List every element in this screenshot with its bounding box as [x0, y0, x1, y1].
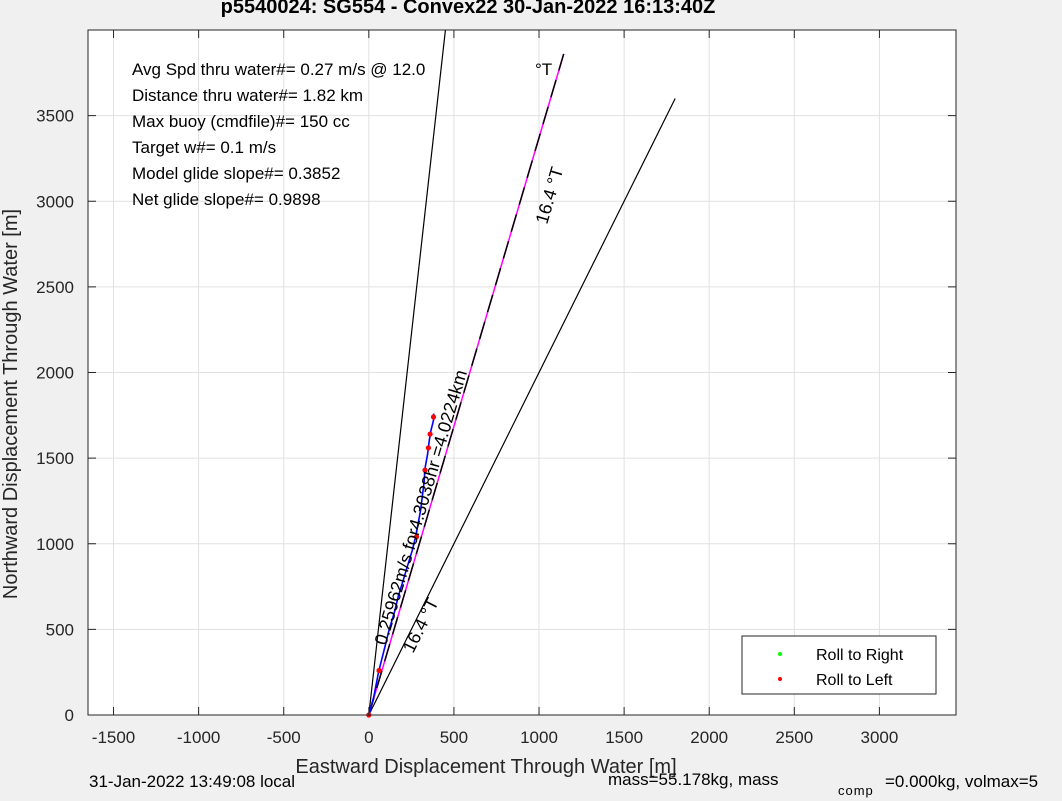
info-line-1: Avg Spd thru water#= 0.27 m/s @ 12.0: [132, 60, 425, 79]
x-tick-label: 2500: [775, 728, 813, 747]
legend-roll-right-marker: [778, 652, 782, 656]
y-axis-label: Northward Displacement Through Water [m]: [0, 209, 22, 599]
chart-title: p5540024: SG554 - Convex22 30-Jan-2022 1…: [220, 0, 716, 18]
y-tick-label: 3000: [36, 192, 74, 211]
y-tick-label: 3500: [36, 107, 74, 126]
x-tick-label: -1000: [177, 728, 220, 747]
dive-point: [413, 534, 420, 540]
y-tick-label: 2500: [36, 278, 74, 297]
dive-point: [422, 467, 428, 473]
x-tick-label: 1000: [520, 728, 558, 747]
y-tick-label: 1500: [36, 449, 74, 468]
info-line-2: Distance thru water#= 1.82 km: [132, 86, 363, 105]
plot-area: [366, 29, 676, 718]
legend-roll-right-label: Roll to Right: [816, 647, 904, 664]
x-tick-label: 0: [364, 728, 373, 747]
bound-line-left: [368, 29, 447, 716]
x-tick-label: -500: [267, 728, 301, 747]
footer-local-time: 31-Jan-2022 13:49:08 local: [89, 772, 296, 791]
dive-point: [427, 431, 433, 437]
heading-dashed-line: [368, 53, 565, 716]
footer-mass-comp: =0.000kg, volmax=5: [885, 772, 1039, 791]
legend: Roll to Right Roll to Left: [741, 635, 937, 695]
info-line-4: Target w#= 0.1 m/s: [132, 138, 276, 157]
dive-point: [425, 445, 431, 451]
footer-mass-comp-subscript: comp: [838, 783, 874, 798]
legend-roll-left-marker: [778, 677, 782, 681]
x-tick-label: 500: [440, 728, 468, 747]
y-tick-label: 1000: [36, 535, 74, 554]
x-tick-label: -1500: [92, 728, 135, 747]
x-tick-label: 2000: [690, 728, 728, 747]
info-line-5: Model glide slope#= 0.3852: [132, 164, 340, 183]
y-tick-label: 500: [46, 620, 74, 639]
dive-point: [430, 414, 437, 420]
legend-box: [741, 635, 937, 695]
info-text: Avg Spd thru water#= 0.27 m/s @ 12.0 °T …: [132, 60, 552, 209]
x-tick-label: 1500: [605, 728, 643, 747]
x-axis-label: Eastward Displacement Through Water [m]: [295, 756, 676, 778]
bound-line-right: [368, 98, 676, 716]
info-line-3: Max buoy (cmdfile)#= 150 cc: [132, 112, 350, 131]
footer-mass: mass=55.178kg, mass: [608, 770, 779, 789]
info-line-6: Net glide slope#= 0.9898: [132, 190, 321, 209]
dive-point: [376, 667, 382, 674]
legend-roll-left-label: Roll to Left: [816, 672, 893, 689]
y-tick-label: 2000: [36, 364, 74, 383]
info-deg-t: °T: [535, 60, 552, 79]
x-tick-label: 3000: [860, 728, 898, 747]
ticks: -1500 -1000 -500 0 500 1000 1500 2000 2500 3000 0 5…: [36, 30, 956, 747]
y-tick-label: 0: [65, 706, 74, 725]
